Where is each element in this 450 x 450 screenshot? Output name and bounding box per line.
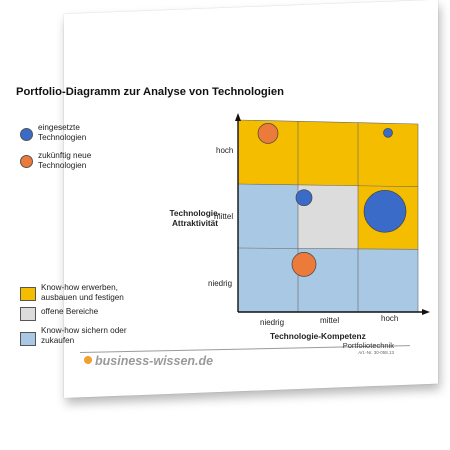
matrix-cell-niedrig-niedrig	[238, 248, 298, 312]
matrix-cell-hoch-niedrig	[358, 248, 418, 312]
matrix-cell-hoch-hoch	[358, 122, 418, 187]
legend-swatch-yellow	[20, 287, 36, 301]
legend-bubble-blue-icon	[20, 128, 33, 141]
x-tick-hoch: hoch	[381, 314, 399, 323]
y-tick-niedrig: niedrig	[208, 279, 233, 288]
x-tick-mittel: mittel	[320, 316, 340, 325]
document-title: Portfolio-Diagramm zur Analyse von Techn…	[16, 86, 284, 98]
bubble-4	[291, 252, 317, 277]
legend-bubble-orange-icon	[20, 155, 33, 168]
matrix-cells	[238, 120, 418, 312]
bubble-2	[295, 189, 313, 207]
legend-label-line1: zukünftig neue	[38, 151, 92, 160]
legend-label-line2: zukaufen	[41, 335, 75, 345]
x-axis-arrow-icon	[422, 309, 430, 315]
x-tick-niedrig: niedrig	[260, 318, 285, 327]
brand-text: business-wissen.de	[95, 354, 214, 368]
y-tick-mittel: mittel	[214, 212, 234, 221]
bubble-3	[363, 189, 407, 233]
y-tick-hoch: hoch	[216, 146, 234, 155]
footer-doc-title: Portfoliotechnik	[342, 341, 394, 350]
bubbles	[257, 123, 407, 277]
axes	[235, 113, 430, 315]
legend-label-line1: Know-how erwerben,	[41, 283, 118, 292]
legend-swatch-gray	[20, 307, 36, 321]
legend-label-line1: eingesetzte	[38, 123, 80, 132]
y-axis-label-line2: Attraktivität	[171, 218, 219, 228]
bubble-0	[257, 123, 279, 144]
matrix-grid	[237, 119, 419, 312]
brand-dot-icon	[84, 356, 92, 364]
brand-logo: business-wissen.de	[84, 354, 213, 368]
bubble-1	[383, 127, 393, 138]
grid-line-horizontal	[237, 119, 419, 125]
footer-info: Portfoliotechnik Art.-Nr. 30-058.13	[343, 341, 394, 355]
y-axis-label-line1: Technologie-	[169, 208, 221, 218]
matrix-cell-mittel-mittel	[298, 184, 358, 249]
y-axis-label: Technologie- Attraktivität	[160, 208, 230, 228]
footer-doc-number: Art.-Nr. 30-058.13	[358, 350, 394, 355]
grid-line-horizontal	[237, 183, 419, 187]
legend-label-line1: Know-how sichern oder	[41, 326, 127, 335]
legend-label-line2: Technologien	[38, 132, 87, 142]
legend-label-line2: ausbauen und festigen	[41, 292, 124, 302]
legend-swatch-blue	[20, 332, 36, 346]
legend-label-line2: Technologien	[38, 160, 87, 170]
matrix-cell-niedrig-mittel	[238, 184, 298, 249]
grid-line-horizontal	[237, 247, 419, 250]
matrix-cell-mittel-hoch	[298, 121, 358, 186]
legend-label-line1: offene Bereiche	[41, 307, 99, 316]
y-axis-arrow-icon	[235, 113, 241, 121]
x-axis-label: Technologie-Kompetenz	[270, 331, 366, 341]
matrix-cell-niedrig-hoch	[238, 120, 298, 185]
